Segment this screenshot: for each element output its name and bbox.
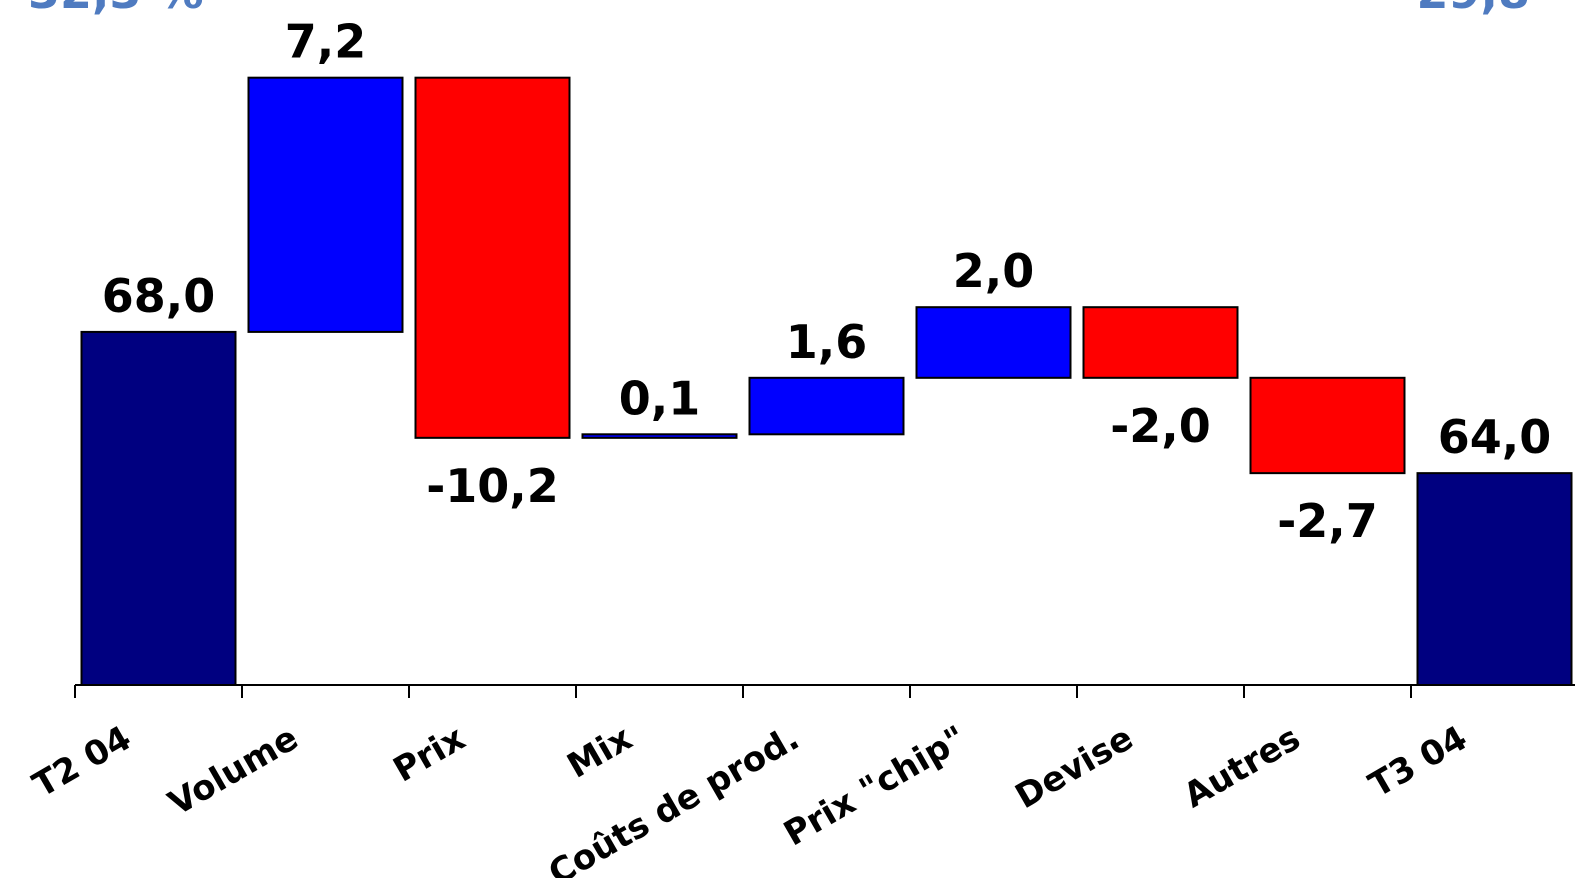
value-label: 7,2 [285, 15, 367, 69]
x-tick-label: Autres [1177, 718, 1307, 816]
x-tick-label: Prix "chip" [777, 718, 973, 854]
value-label: 68,0 [102, 269, 216, 323]
bar [1416, 472, 1573, 686]
annotation: 32,3 % [28, 0, 204, 19]
bar [1249, 376, 1406, 475]
x-tick-label: Prix [387, 718, 472, 790]
bar [80, 330, 237, 686]
x-tick-label: Mix [561, 718, 639, 786]
annotation: 29,8 [1417, 0, 1531, 19]
bar [247, 76, 404, 333]
bar [915, 306, 1072, 379]
x-tick-label: Volume [162, 718, 305, 824]
value-label: 64,0 [1438, 410, 1552, 464]
value-label: -10,2 [426, 459, 559, 513]
value-label: -2,0 [1110, 399, 1211, 453]
x-tick-label: T3 04 [1362, 718, 1474, 806]
bar [414, 76, 571, 439]
value-label: 2,0 [953, 244, 1035, 298]
bar [748, 376, 905, 436]
bar [1082, 306, 1239, 379]
value-label: -2,7 [1277, 494, 1378, 548]
bar [581, 433, 738, 439]
x-tick-label: Devise [1009, 718, 1140, 817]
x-tick-label: T2 04 [26, 718, 138, 806]
value-label: 0,1 [619, 371, 701, 425]
value-label: 1,6 [786, 315, 868, 369]
